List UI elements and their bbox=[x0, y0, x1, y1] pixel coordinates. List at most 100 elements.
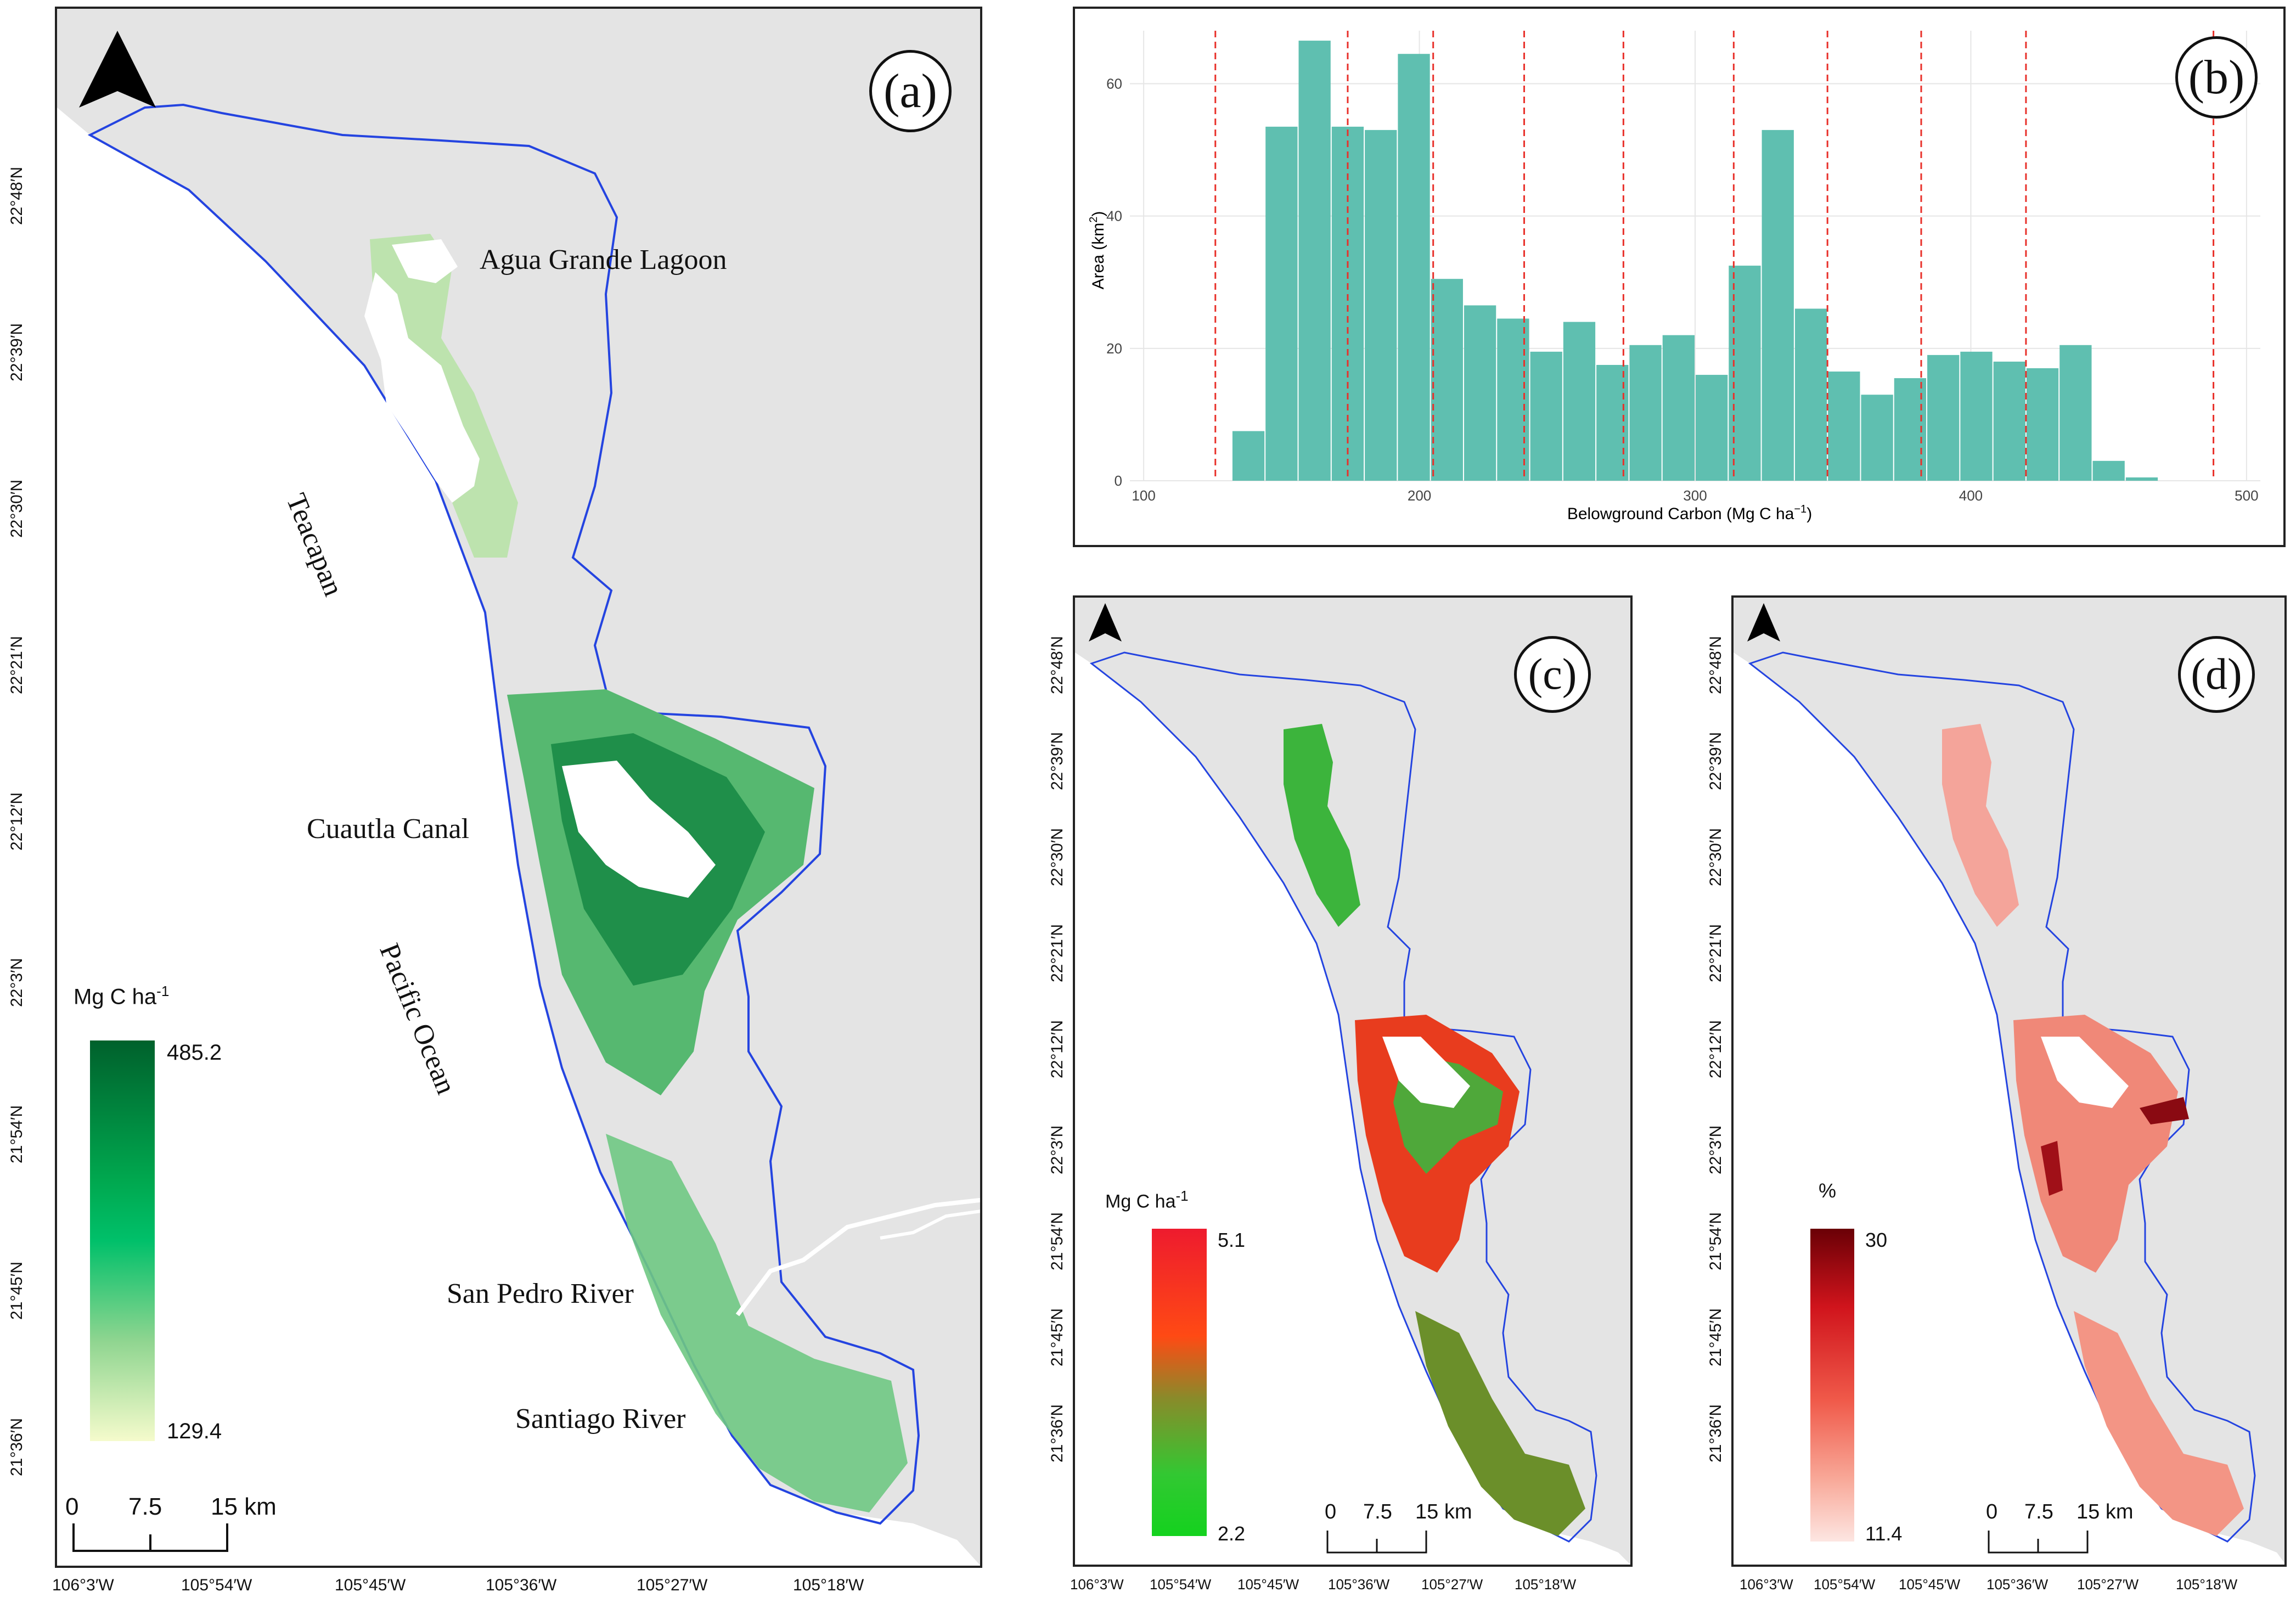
place-san-pedro-river: San Pedro River bbox=[447, 1278, 634, 1309]
lat-c-4: 22°12′N bbox=[1048, 1020, 1066, 1078]
lat-c-6: 21°54′N bbox=[1048, 1212, 1066, 1270]
legend-a-min: 129.4 bbox=[167, 1419, 222, 1443]
legend-c-min: 2.2 bbox=[1218, 1522, 1246, 1545]
lon-a-5: 105°18′W bbox=[793, 1576, 864, 1594]
lon-c-3: 105°36′W bbox=[1328, 1576, 1390, 1593]
central-lagoon-water bbox=[562, 761, 716, 898]
lat-a-8: 21°36′N bbox=[8, 1418, 26, 1476]
place-santiago-river: Santiago River bbox=[515, 1403, 686, 1435]
lon-c-1: 105°54′W bbox=[1150, 1576, 1212, 1593]
histogram-bar bbox=[1762, 130, 1794, 481]
lon-d-3: 105°36′W bbox=[1987, 1576, 2049, 1593]
uncertainty-patch-north bbox=[1942, 724, 2019, 927]
lon-d-5: 105°18′W bbox=[2176, 1576, 2238, 1593]
lat-a-5: 22°3′N bbox=[8, 958, 26, 1007]
x-tick-label: 300 bbox=[1683, 487, 1707, 504]
lat-d-6: 21°54′N bbox=[1707, 1212, 1725, 1270]
lon-a-1: 105°54′W bbox=[181, 1576, 252, 1594]
histogram-bar bbox=[1563, 322, 1596, 481]
scale-d-mid: 7.5 bbox=[2024, 1500, 2053, 1523]
lat-a-7: 21°45′N bbox=[8, 1261, 26, 1320]
lon-c-0: 106°3′W bbox=[1070, 1576, 1124, 1593]
histogram-chart: 0 20 40 60 100 200 300 400 500 Belowground Carbo… bbox=[1088, 31, 2260, 523]
panel-b-label: (b) bbox=[2175, 36, 2258, 119]
histogram-bar bbox=[2026, 368, 2059, 481]
legend-a-colorbar bbox=[90, 1040, 155, 1441]
map-a-canvas bbox=[57, 9, 980, 1566]
lat-a-3: 22°21′N bbox=[8, 635, 26, 694]
histogram-bar bbox=[1431, 279, 1463, 481]
scale-a-0: 0 bbox=[65, 1493, 79, 1520]
histogram-bar bbox=[1696, 375, 1728, 481]
legend-d-max: 30 bbox=[1865, 1229, 1888, 1251]
legend-d-min: 11.4 bbox=[1865, 1522, 1903, 1545]
lat-c-7: 21°45′N bbox=[1048, 1308, 1066, 1366]
lat-c-5: 22°3′N bbox=[1048, 1125, 1066, 1174]
lon-c-4: 105°27′W bbox=[1421, 1576, 1483, 1593]
uncertainty-patch-central bbox=[2013, 1015, 2178, 1273]
panel-d-label: (d) bbox=[2178, 636, 2255, 713]
uncertainty-hotspot-2 bbox=[2041, 1141, 2063, 1196]
map-d-canvas bbox=[1734, 598, 2284, 1565]
lat-d-8: 21°36′N bbox=[1707, 1404, 1725, 1463]
histogram-bar bbox=[1927, 355, 1960, 481]
x-tick-label: 500 bbox=[2235, 487, 2258, 504]
lagoon-water bbox=[2041, 1037, 2129, 1108]
north-arrow-icon bbox=[1747, 603, 1780, 642]
study-area-boundary bbox=[87, 103, 920, 1525]
legend-a-title: Mg C ha-1 bbox=[74, 983, 170, 1009]
lon-c-2: 105°45′W bbox=[1237, 1576, 1299, 1593]
lat-c-8: 21°36′N bbox=[1048, 1404, 1066, 1463]
lat-d-0: 22°48′N bbox=[1707, 635, 1725, 694]
lat-d-1: 22°39′N bbox=[1707, 732, 1725, 790]
teacapan-estuary-water bbox=[364, 272, 480, 503]
ocean-area bbox=[1075, 598, 1630, 1565]
legend-d-title: % bbox=[1819, 1179, 1837, 1202]
lat-d-5: 22°3′N bbox=[1707, 1125, 1725, 1174]
histogram-bar bbox=[2059, 345, 2092, 481]
lat-a-0: 22°48′N bbox=[8, 166, 26, 225]
lon-d-1: 105°54′W bbox=[1814, 1576, 1876, 1593]
uncertainty-hotspot bbox=[2140, 1097, 2189, 1124]
lat-a-4: 22°12′N bbox=[8, 792, 26, 851]
scale-d-end: 15 km bbox=[2076, 1500, 2134, 1523]
legend-c-max: 5.1 bbox=[1218, 1229, 1246, 1251]
ocean-area bbox=[57, 9, 980, 1566]
x-tick-label: 400 bbox=[1959, 487, 1983, 504]
lon-a-0: 106°3′W bbox=[52, 1576, 114, 1594]
histogram-ylabel: Area (km2) bbox=[1088, 211, 1107, 290]
histogram-bar bbox=[1464, 305, 1496, 481]
scale-bar-d bbox=[1988, 1531, 2089, 1554]
histogram-xlabel: Belowground Carbon (Mg C ha−1) bbox=[1567, 503, 1812, 523]
scale-a-end: 15 km bbox=[211, 1493, 277, 1520]
carbon-patch-north bbox=[1284, 724, 1360, 927]
y-tick-label: 60 bbox=[1106, 75, 1122, 92]
legend-d-colorbar bbox=[1810, 1229, 1854, 1542]
carbon-patch-south bbox=[1415, 1311, 1585, 1536]
legend-c-title: Mg C ha-1 bbox=[1105, 1188, 1189, 1212]
lon-a-3: 105°36′W bbox=[486, 1576, 557, 1594]
lat-c-2: 22°30′N bbox=[1048, 828, 1066, 886]
lon-c-5: 105°18′W bbox=[1515, 1576, 1577, 1593]
histogram-bar bbox=[1530, 351, 1562, 481]
scale-bar-a bbox=[72, 1523, 228, 1552]
north-arrow-icon bbox=[1089, 603, 1122, 642]
lat-a-6: 21°54′N bbox=[8, 1105, 26, 1163]
scale-d-0: 0 bbox=[1986, 1500, 1998, 1523]
histogram-bar bbox=[1828, 372, 1860, 481]
lon-a-2: 105°45′W bbox=[335, 1576, 406, 1594]
place-cuautla-canal: Cuautla Canal bbox=[307, 813, 470, 845]
scale-a-mid: 7.5 bbox=[128, 1493, 162, 1520]
lat-d-3: 22°21′N bbox=[1707, 924, 1725, 982]
uncertainty-patch-south bbox=[2074, 1311, 2244, 1536]
lon-a-4: 105°27′W bbox=[637, 1576, 708, 1594]
panel-a-label: (a) bbox=[869, 50, 952, 132]
map-c-canvas bbox=[1075, 598, 1630, 1565]
map-panel-a: (a) Agua Grande Lagoon Teacapan Cuautla … bbox=[55, 7, 982, 1568]
lat-c-1: 22°39′N bbox=[1048, 732, 1066, 790]
y-tick-label: 0 bbox=[1115, 473, 1122, 489]
study-area-boundary bbox=[1089, 651, 1597, 1543]
lon-d-4: 105°27′W bbox=[2077, 1576, 2139, 1593]
legend-c-colorbar bbox=[1152, 1229, 1207, 1536]
lat-a-2: 22°30′N bbox=[8, 479, 26, 538]
